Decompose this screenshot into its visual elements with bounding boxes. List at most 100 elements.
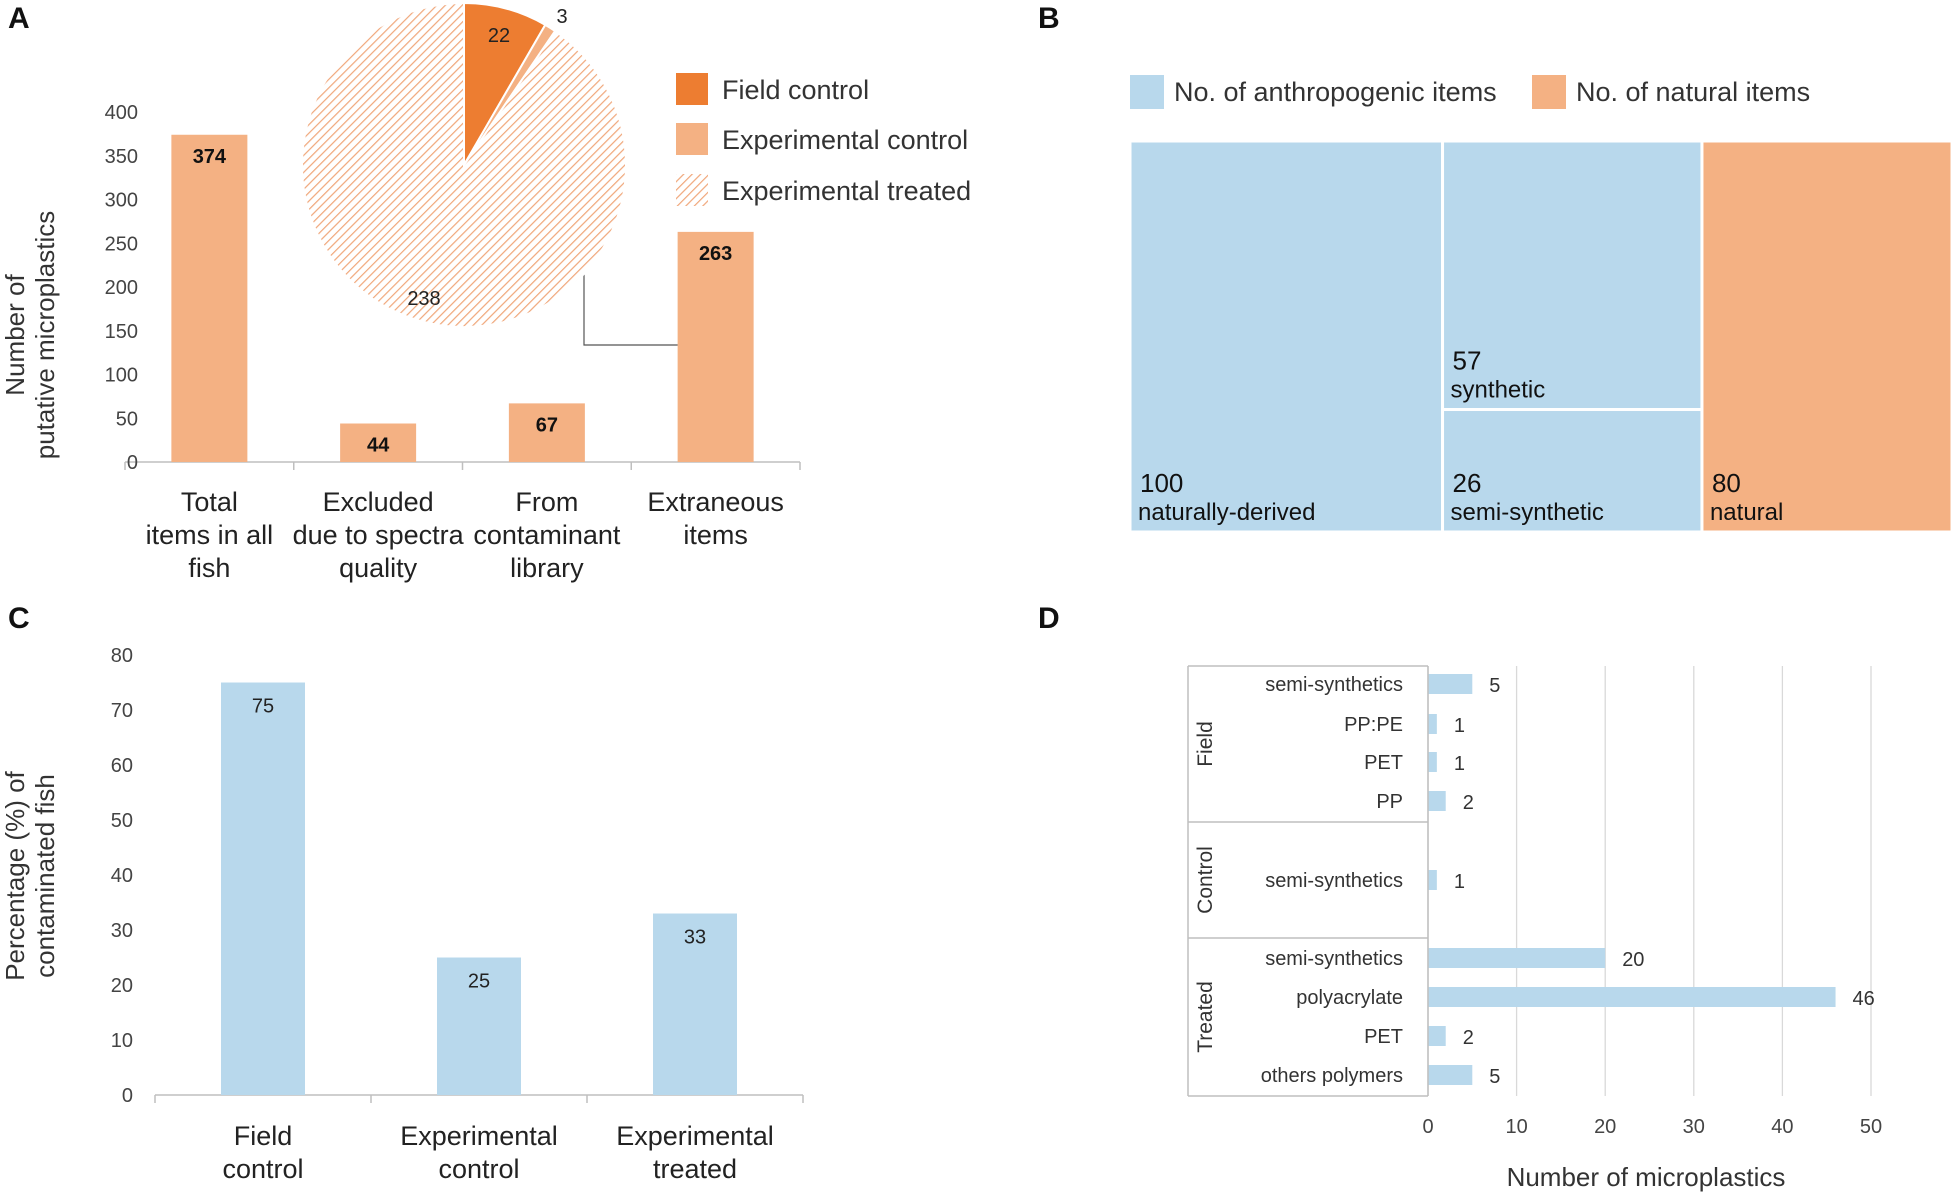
y-tick-label: 400 <box>105 102 138 124</box>
x-tick-label: 30 <box>1683 1116 1705 1138</box>
y-axis-title: Percentage (%) ofcontaminated fish <box>0 770 60 980</box>
treemap-cell <box>1128 139 1445 534</box>
bar-value-label: 5 <box>1489 675 1500 697</box>
group-label: Field <box>1194 721 1217 767</box>
bar-value-label: 263 <box>699 243 732 265</box>
bar-value-label: 5 <box>1489 1066 1500 1088</box>
category-label: PP <box>1376 791 1403 813</box>
legend-label: Experimental treated <box>722 176 971 206</box>
y-tick-label: 40 <box>111 865 133 887</box>
bar <box>437 957 521 1095</box>
bar <box>677 231 754 462</box>
x-category-label: Experimental control <box>400 1121 558 1184</box>
legend-label: No. of anthropogenic items <box>1174 77 1497 107</box>
y-tick-label: 80 <box>111 645 133 667</box>
y-tick-label: 30 <box>111 920 133 942</box>
pie-value-label: 3 <box>556 6 567 28</box>
bar-value-label: 1 <box>1454 871 1465 893</box>
bar-value-label: 44 <box>367 435 390 457</box>
y-tick-label: 50 <box>111 810 133 832</box>
y-tick-label: 200 <box>105 277 138 299</box>
bar-value-label: 75 <box>252 696 274 718</box>
y-tick-label: 350 <box>105 146 138 168</box>
x-axis-title: Number of microplastics <box>1507 1162 1786 1192</box>
bar <box>1428 987 1836 1007</box>
x-tick-label: 0 <box>1422 1116 1433 1138</box>
pie-value-label: 238 <box>407 288 440 310</box>
panel-label-c: C <box>8 602 30 635</box>
bar <box>653 913 737 1095</box>
x-tick-label: 40 <box>1771 1116 1793 1138</box>
bar-value-label: 2 <box>1463 792 1474 814</box>
bar-value-label: 20 <box>1622 949 1644 971</box>
bar <box>1428 714 1437 734</box>
x-category-label: Extraneous items <box>647 487 784 550</box>
bar <box>340 423 417 462</box>
treemap-cell <box>1441 139 1704 412</box>
treemap-value: 100 <box>1140 468 1183 498</box>
panel-label-b: B <box>1038 2 1060 35</box>
legend-swatch <box>1130 75 1164 109</box>
bar-value-label: 46 <box>1853 988 1875 1010</box>
x-tick-label: 20 <box>1594 1116 1616 1138</box>
treemap-cell <box>1700 139 1954 534</box>
treemap-name: naturally-derived <box>1138 499 1315 526</box>
treemap-cell <box>1441 408 1704 534</box>
legend-swatch <box>676 123 708 155</box>
treemap-name: natural <box>1710 499 1783 526</box>
bar <box>1428 870 1437 890</box>
x-tick-label: 50 <box>1860 1116 1882 1138</box>
y-tick-label: 50 <box>116 408 138 430</box>
panel-label-a: A <box>8 2 30 35</box>
panel-c-bar-chart: 0 10 20 30 40 50 60 70 80 Percentage (%) ofcontam… <box>0 645 804 1184</box>
legend-swatch <box>676 174 708 206</box>
bar-value-label: 374 <box>193 146 227 168</box>
group-label: Control <box>1194 846 1217 914</box>
panel-label-d: D <box>1038 602 1060 635</box>
category-label: semi-synthetics <box>1265 948 1403 970</box>
bar <box>1428 1065 1473 1085</box>
y-axis-title: Number ofputative microplastics <box>0 211 60 460</box>
pie-slice <box>301 1 627 328</box>
bar-value-label: 1 <box>1454 753 1465 775</box>
pie-connector-line <box>583 268 678 346</box>
treemap-value: 26 <box>1453 468 1482 498</box>
legend-swatch <box>1532 75 1566 109</box>
category-label: PET <box>1364 752 1403 774</box>
treemap-value: 80 <box>1712 468 1741 498</box>
x-category-label: Field control <box>222 1121 303 1184</box>
legend-label: Experimental control <box>722 125 968 155</box>
y-tick-label: 150 <box>105 321 138 343</box>
pie-value-label: 22 <box>488 25 510 47</box>
category-label: semi-synthetics <box>1265 674 1403 696</box>
x-category-label: Experimental treated <box>616 1121 774 1184</box>
bar <box>1428 948 1606 968</box>
panel-d-horizontal-bar-chart: 0 10 20 30 40 50 Number of microplastics 5 semi-… <box>1187 665 1882 1192</box>
bar-value-label: 1 <box>1454 715 1465 737</box>
bar <box>1428 752 1437 772</box>
category-label: PET <box>1364 1026 1403 1048</box>
treemap-name: semi-synthetic <box>1451 499 1604 526</box>
x-category-label: From contaminant library <box>473 487 621 583</box>
legend-label: Field control <box>722 75 869 105</box>
bar <box>1428 791 1446 811</box>
panel-a-bar-chart: 0 50 100 150 200 250 300 350 400 Number ofputativ… <box>0 1 971 583</box>
bar <box>1428 1026 1446 1046</box>
y-tick-label: 100 <box>105 365 138 387</box>
group-label: Treated <box>1194 981 1217 1053</box>
legend-swatch <box>676 73 708 105</box>
x-tick-label: 10 <box>1505 1116 1527 1138</box>
treemap-name: synthetic <box>1451 377 1546 404</box>
bar-value-label: 25 <box>468 971 490 993</box>
bar-value-label: 2 <box>1463 1027 1474 1049</box>
y-tick-label: 60 <box>111 755 133 777</box>
x-category-label: Total items in all fish <box>146 487 274 583</box>
x-category-label: Excluded due to spectra quality <box>293 487 465 583</box>
legend-label: No. of natural items <box>1576 77 1810 107</box>
bar <box>221 682 305 1095</box>
bar-value-label: 67 <box>536 414 558 436</box>
bar <box>1428 674 1473 694</box>
bar-value-label: 33 <box>684 927 706 949</box>
category-label: semi-synthetics <box>1265 870 1403 892</box>
y-tick-label: 10 <box>111 1030 133 1052</box>
